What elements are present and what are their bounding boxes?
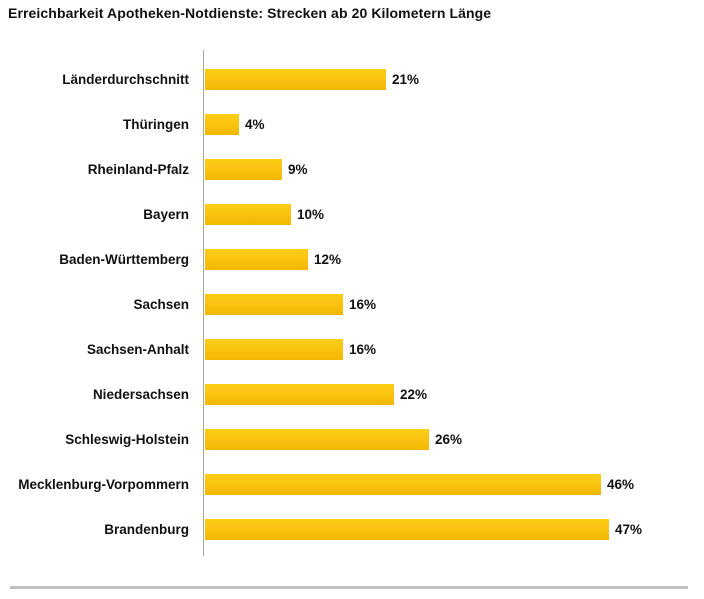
value-label: 9% bbox=[288, 162, 308, 177]
bar-row: Bayern 10% bbox=[0, 192, 704, 237]
value-label: 16% bbox=[349, 297, 377, 312]
bar bbox=[205, 474, 601, 495]
bar bbox=[205, 159, 282, 180]
value-label: 10% bbox=[297, 207, 325, 222]
bar bbox=[205, 249, 308, 270]
category-label: Rheinland-Pfalz bbox=[87, 162, 189, 177]
bar-track: 26% bbox=[205, 429, 462, 450]
bar-rows: Länderdurchschnitt 21% Thüringen 4% Rheinlan… bbox=[0, 57, 704, 552]
value-label: 47% bbox=[615, 522, 643, 537]
bar-row: Baden-Württemberg 12% bbox=[0, 237, 704, 282]
bar-track: 12% bbox=[205, 249, 341, 270]
category-label: Niedersachsen bbox=[92, 387, 189, 402]
category-label: Sachsen bbox=[133, 297, 189, 312]
bar-row: Sachsen-Anhalt 16% bbox=[0, 327, 704, 372]
category-label: Thüringen bbox=[123, 117, 189, 132]
value-label: 22% bbox=[400, 387, 428, 402]
bar-track: 16% bbox=[205, 294, 376, 315]
chart-title: Erreichbarkeit Apotheken-Notdienste: Str… bbox=[8, 5, 492, 21]
bar-row: Sachsen 16% bbox=[0, 282, 704, 327]
bar-row: Rheinland-Pfalz 9% bbox=[0, 147, 704, 192]
bar-track: 4% bbox=[205, 114, 265, 135]
category-label: Schleswig-Holstein bbox=[65, 432, 189, 447]
bar bbox=[205, 114, 239, 135]
bar-row: Mecklenburg-Vorpommern 46% bbox=[0, 462, 704, 507]
bar bbox=[205, 339, 343, 360]
value-label: 4% bbox=[245, 117, 265, 132]
value-label: 16% bbox=[349, 342, 377, 357]
category-label: Mecklenburg-Vorpommern bbox=[18, 477, 189, 492]
value-label: 12% bbox=[314, 252, 342, 267]
bar-track: 47% bbox=[205, 519, 642, 540]
bar-track: 21% bbox=[205, 69, 419, 90]
bar-row: Länderdurchschnitt 21% bbox=[0, 57, 704, 102]
bar bbox=[205, 294, 343, 315]
bar-row: Brandenburg 47% bbox=[0, 507, 704, 552]
value-label: 26% bbox=[435, 432, 463, 447]
bar bbox=[205, 69, 386, 90]
bar-track: 9% bbox=[205, 159, 308, 180]
y-axis-line bbox=[203, 50, 204, 556]
category-label: Bayern bbox=[143, 207, 189, 222]
bar-track: 46% bbox=[205, 474, 634, 495]
value-label: 46% bbox=[607, 477, 635, 492]
bar-row: Thüringen 4% bbox=[0, 102, 704, 147]
bar bbox=[205, 429, 429, 450]
value-label: 21% bbox=[392, 72, 420, 87]
category-label: Sachsen-Anhalt bbox=[86, 342, 189, 357]
bar-row: Niedersachsen 22% bbox=[0, 372, 704, 417]
bar-row: Schleswig-Holstein 26% bbox=[0, 417, 704, 462]
category-label: Baden-Württemberg bbox=[59, 252, 189, 267]
bar bbox=[205, 384, 394, 405]
category-label: Länderdurchschnitt bbox=[62, 72, 189, 87]
bar bbox=[205, 519, 609, 540]
bar-track: 22% bbox=[205, 384, 427, 405]
bar bbox=[205, 204, 291, 225]
category-label: Brandenburg bbox=[104, 522, 189, 537]
bottom-separator-line bbox=[10, 586, 688, 589]
bar-track: 16% bbox=[205, 339, 376, 360]
bar-track: 10% bbox=[205, 204, 324, 225]
